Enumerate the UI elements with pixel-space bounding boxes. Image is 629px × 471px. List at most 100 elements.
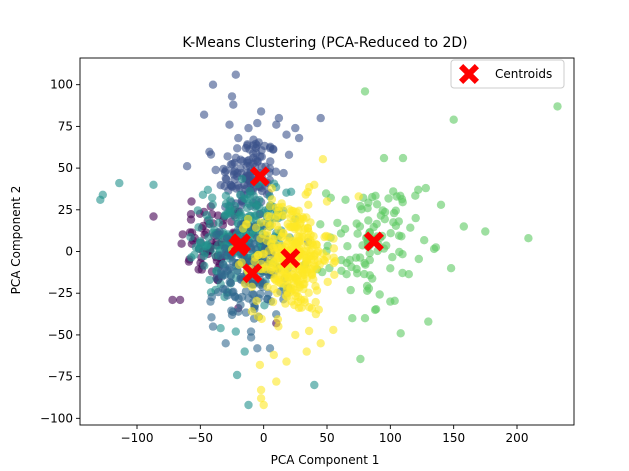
scatter-point-cluster-1 [208,80,218,89]
scatter-point-cluster-3 [214,287,223,297]
scatter-point-cluster-4 [553,102,562,111]
scatter-point-cluster-0 [175,295,185,305]
x-axis-label: PCA Component 1 [271,453,380,467]
scatter-point-cluster-5 [268,258,278,268]
scatter-point-cluster-1 [274,113,284,123]
scatter-point-cluster-5 [302,347,311,356]
scatter-point-cluster-1 [249,135,258,144]
scatter-point-cluster-4 [379,153,389,163]
scatter-point-cluster-2 [190,250,199,259]
scatter-point-cluster-4 [375,290,384,299]
scatter-point-cluster-3 [244,294,253,303]
scatter-point-cluster-4 [342,258,351,268]
scatter-point-cluster-1 [226,181,236,190]
scatter-point-cluster-2 [286,187,296,196]
scatter-point-cluster-5 [300,224,310,233]
scatter-point-cluster-2 [232,370,242,380]
scatter-point-cluster-4 [343,242,352,251]
scatter-point-cluster-5 [331,257,340,266]
scatter-point-cluster-5 [291,330,300,340]
scatter-point-cluster-1 [231,70,240,79]
scatter-point-cluster-4 [378,206,387,215]
scatter-point-cluster-4 [372,200,382,209]
scatter-point-cluster-3 [241,287,251,296]
scatter-point-cluster-4 [351,253,361,262]
scatter-point-cluster-3 [265,344,275,353]
y-tick-label: −25 [48,286,73,300]
scatter-point-cluster-5 [273,315,283,324]
scatter-point-cluster-2 [203,240,212,249]
scatter-point-cluster-2 [204,233,213,242]
scatter-point-cluster-5 [292,207,301,217]
scatter-point-cluster-2 [194,223,203,232]
y-tick-label: −75 [48,370,73,384]
scatter-point-cluster-4 [369,222,378,232]
scatter-point-cluster-4 [364,198,373,207]
scatter-point-cluster-4 [356,201,365,211]
scatter-point-cluster-3 [212,230,221,240]
scatter-point-cluster-4 [360,314,370,323]
scatter-point-cluster-4 [524,234,533,243]
scatter-point-cluster-5 [252,296,261,306]
scatter-point-cluster-0 [186,210,196,219]
scatter-point-cluster-2 [231,327,240,336]
scatter-point-cluster-3 [231,292,240,302]
scatter-point-cluster-4 [394,231,404,240]
scatter-point-cluster-4 [449,115,458,124]
scatter-point-cluster-5 [267,184,276,193]
points-layer [96,70,562,410]
scatter-point-cluster-5 [263,227,272,236]
scatter-point-cluster-3 [246,333,256,342]
scatter-point-cluster-5 [247,282,257,291]
scatter-point-cluster-5 [322,197,332,206]
scatter-point-cluster-1 [291,123,300,133]
scatter-point-cluster-5 [270,274,279,283]
y-tick-label: 0 [65,245,73,259]
scatter-point-cluster-5 [286,287,295,296]
scatter-point-cluster-1 [272,120,281,129]
scatter-point-cluster-1 [271,167,281,176]
scatter-point-cluster-5 [313,248,322,258]
scatter-point-cluster-2 [205,275,214,285]
legend-centroid-x [459,64,479,84]
scatter-point-cluster-5 [322,252,331,261]
scatter-point-cluster-5 [311,282,320,291]
legend: Centroids [450,59,565,89]
scatter-point-cluster-3 [221,244,230,253]
scatter-point-cluster-1 [199,110,209,119]
scatter-point-cluster-4 [355,222,365,231]
centroids-layer [228,166,384,284]
y-tick-label: 75 [58,119,73,133]
scatter-point-cluster-4 [421,183,430,193]
scatter-point-cluster-5 [250,257,259,266]
scatter-point-cluster-4 [414,185,423,194]
scatter-point-cluster-3 [223,291,232,300]
scatter-point-cluster-5 [247,307,257,316]
scatter-point-cluster-4 [333,218,342,228]
scatter-point-cluster-5 [300,295,309,304]
scatter-point-cluster-1 [211,165,220,175]
scatter-point-cluster-2 [193,206,202,215]
scatter-point-cluster-4 [341,195,350,204]
scatter-point-cluster-4 [348,314,357,323]
scatter-point-cluster-0 [213,211,223,220]
scatter-point-cluster-5 [257,314,266,324]
scatter-point-cluster-4 [411,213,420,223]
scatter-point-cluster-5 [269,234,279,244]
scatter-point-cluster-1 [227,92,237,101]
x-tick-label: 100 [379,431,402,445]
scatter-point-cluster-4 [396,329,405,338]
scatter-point-cluster-5 [254,250,263,260]
legend-centroid-marker [459,64,479,84]
scatter-point-cluster-4 [389,208,399,218]
scatter-point-cluster-4 [356,354,365,364]
axes-layer: −100 −50 0 50 100 150 200 −100 −75 −50 −25 0 25 50 75 1… [40,57,575,445]
scatter-point-cluster-4 [420,236,429,245]
scatter-point-cluster-1 [226,160,236,169]
scatter-point-cluster-5 [310,180,319,189]
scatter-point-cluster-4 [429,244,439,254]
scatter-point-cluster-4 [398,153,408,163]
scatter-point-cluster-3 [221,251,231,260]
scatter-point-cluster-2 [225,206,235,215]
